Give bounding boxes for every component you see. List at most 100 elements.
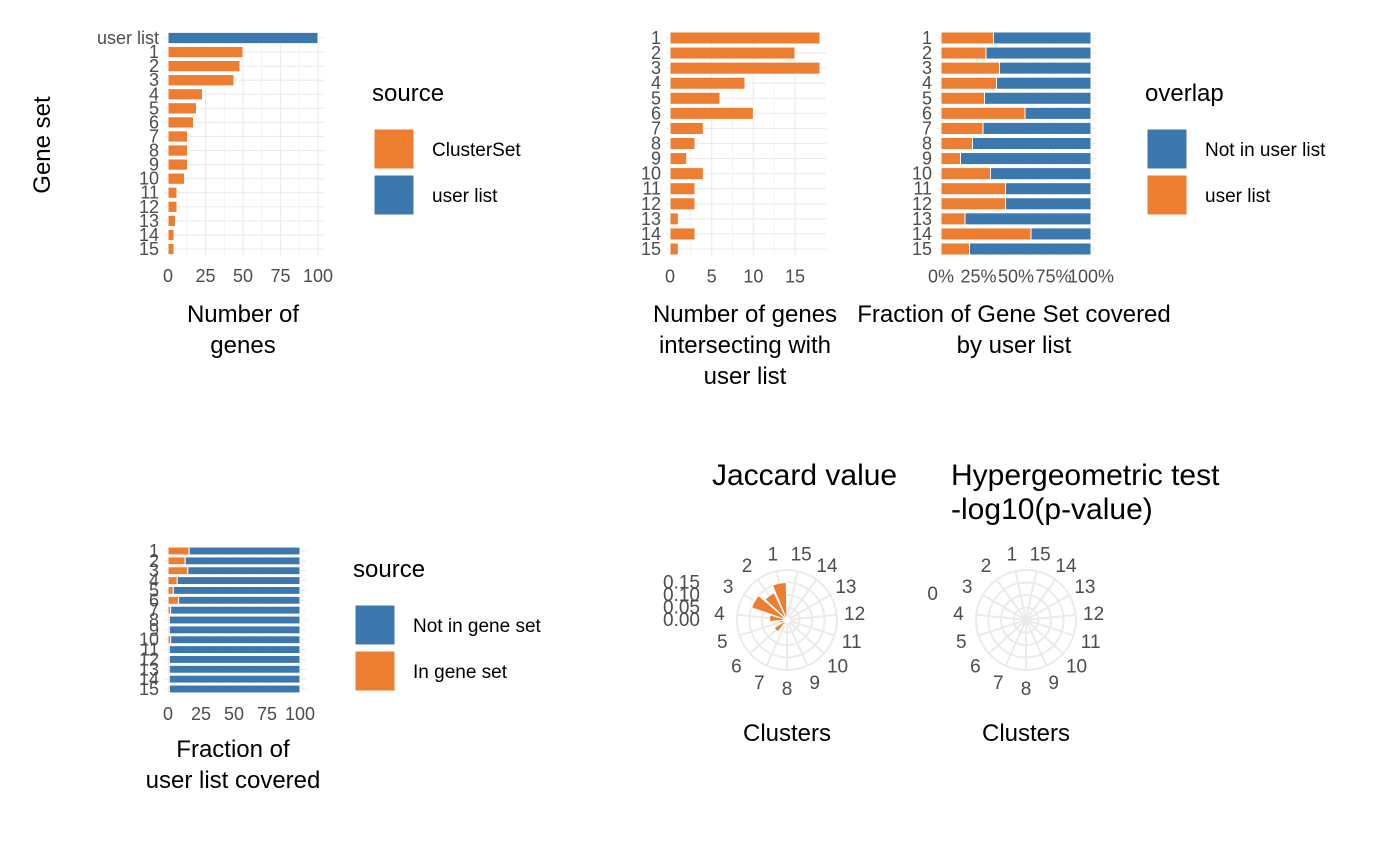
bar-not-in-user-list — [1005, 182, 1092, 196]
legend-label: Not in gene set — [413, 616, 542, 637]
grid-spoke — [1004, 619, 1027, 667]
grid-spoke — [1025, 619, 1074, 637]
grid-spoke — [976, 613, 1027, 621]
y-tick-label: 9 — [149, 620, 159, 640]
grid-spoke — [982, 594, 1027, 621]
y-tick-label: 4 — [149, 571, 159, 591]
bar — [167, 242, 175, 256]
legend-title: source — [353, 556, 425, 583]
grid-spoke — [786, 619, 835, 637]
angle-tick-label: 5 — [717, 632, 728, 653]
y-tick-label: 2 — [922, 43, 932, 63]
angle-tick-label: 7 — [993, 673, 1004, 694]
legend-key — [373, 128, 415, 170]
y-tick-label: 6 — [651, 103, 661, 123]
y-tick-label: 13 — [139, 659, 159, 679]
r-tick-label: 0.15 — [663, 573, 700, 594]
bar-not-in-gene-set — [168, 664, 301, 674]
angle-tick-label: 11 — [842, 632, 862, 653]
grid-spoke — [988, 619, 1027, 655]
angle-tick-label: 6 — [970, 657, 981, 678]
y-tick-label: 11 — [140, 183, 159, 203]
bar-not-in-gene-set — [170, 605, 301, 615]
grid-spoke — [786, 570, 799, 621]
y-tick-label: 10 — [641, 164, 661, 184]
grid-spoke — [1025, 613, 1076, 621]
bar — [669, 182, 696, 196]
bar — [167, 45, 244, 59]
y-tick-label: 1 — [149, 42, 159, 62]
angle-tick-label: 4 — [714, 604, 725, 625]
bar-not-in-gene-set — [184, 556, 301, 566]
bar-user-list — [940, 46, 987, 60]
bar-user-list — [940, 242, 970, 256]
y-tick-label: 4 — [149, 84, 159, 104]
bar-user-list — [940, 106, 1026, 120]
y-tick-label: user list — [97, 28, 159, 48]
bar-not-in-gene-set — [178, 595, 301, 605]
y-tick-label: 5 — [922, 88, 932, 108]
bar — [167, 214, 176, 227]
x-tick-label: 75% — [1035, 267, 1071, 287]
bar-not-in-gene-set — [168, 654, 301, 664]
y-tick-label: 12 — [139, 197, 159, 217]
bar-not-in-gene-set — [176, 576, 301, 586]
r-tick-label: 0 — [927, 584, 938, 605]
y-tick-label: 5 — [651, 88, 661, 108]
bar-not-in-user-list — [1030, 227, 1092, 241]
angle-tick-label: 12 — [844, 604, 865, 625]
y-tick-label: 13 — [641, 209, 661, 229]
legend-key — [354, 650, 396, 692]
y-tick-label: 6 — [149, 112, 159, 132]
x-axis-title: Fraction of user list covered — [146, 736, 321, 794]
grid-spoke — [1014, 570, 1027, 621]
bar — [167, 144, 188, 157]
chart-title: Hypergeometric test -log10(p-value) — [951, 459, 1220, 526]
bar — [167, 130, 188, 143]
x-tick-label: 25% — [960, 267, 996, 287]
y-tick-label: 8 — [922, 134, 932, 154]
legend-label: user list — [432, 186, 498, 207]
bar — [167, 172, 185, 185]
r-tick-label: 0.10 — [663, 585, 700, 606]
bar-not-in-user-list — [982, 121, 1092, 135]
legend-key — [354, 604, 396, 646]
y-tick-label: 9 — [651, 149, 661, 169]
angle-tick-label: 3 — [962, 577, 973, 598]
y-tick-label: 11 — [140, 640, 159, 660]
angle-tick-label: 6 — [731, 657, 742, 678]
x-tick-label: 75 — [270, 266, 290, 286]
x-tick-label: 10 — [743, 267, 763, 287]
bar — [167, 102, 197, 115]
y-tick-label: 3 — [149, 561, 159, 581]
bar — [669, 227, 696, 241]
y-tick-label: 3 — [651, 58, 661, 78]
bar-in-gene-set — [167, 595, 180, 605]
bar — [167, 116, 194, 129]
bar-in-gene-set — [167, 576, 178, 586]
x-tick-label: 50 — [224, 704, 244, 724]
angle-tick-label: 1 — [1007, 544, 1018, 565]
angle-tick-label: 4 — [953, 604, 964, 625]
bar — [167, 158, 188, 171]
bar — [669, 197, 696, 211]
bar-not-in-user-list — [960, 152, 1092, 166]
polar-bar — [786, 616, 789, 621]
bar-user-list — [940, 197, 1006, 211]
bar — [167, 88, 203, 101]
bar-user-list — [940, 76, 997, 90]
legend-coverage: source Not in gene set In gene set — [353, 556, 542, 692]
y-tick-label: 7 — [651, 118, 661, 138]
angle-tick-label: 12 — [1083, 604, 1104, 625]
bar-user-list — [940, 167, 991, 181]
bar — [167, 74, 235, 87]
x-tick-label: 0 — [163, 266, 173, 286]
x-tick-label: 50 — [233, 266, 253, 286]
y-tick-label: 12 — [912, 194, 932, 214]
y-tick-label: 9 — [922, 149, 932, 169]
y-tick-label: 15 — [139, 239, 159, 259]
y-tick-label: 7 — [149, 600, 159, 620]
y-axis-title: Gene set — [29, 96, 56, 194]
y-tick-label: 15 — [912, 239, 932, 259]
polar-bar — [769, 614, 788, 623]
